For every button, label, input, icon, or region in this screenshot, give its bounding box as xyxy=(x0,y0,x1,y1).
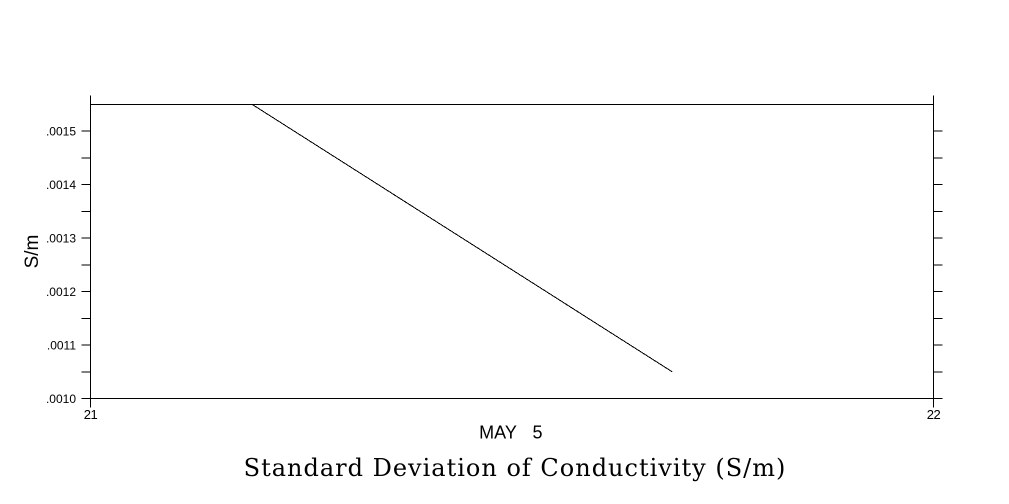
y-tick-label: .0013 xyxy=(46,232,76,246)
y-tick-label: .0014 xyxy=(46,178,76,192)
x-axis-ticks xyxy=(90,95,934,408)
x-tick-labels: 21 22 xyxy=(84,407,941,422)
y-axis-ticks xyxy=(81,130,943,399)
x-axis-label-word: MAY xyxy=(479,423,517,443)
y-tick-label: .0015 xyxy=(46,125,76,139)
plot-frame xyxy=(90,104,934,399)
y-tick-label: .0012 xyxy=(46,285,76,299)
series-line-standard-deviation-of-conductivity xyxy=(252,104,673,373)
x-axis-label-word: 5 xyxy=(532,423,542,443)
x-tick-label: 22 xyxy=(927,407,941,422)
chart-title: Standard Deviation of Conductivity (S/m) xyxy=(244,454,787,482)
y-tick-label: .0011 xyxy=(47,338,76,352)
x-tick-label: 21 xyxy=(84,407,98,422)
y-axis-label: S/m xyxy=(22,235,43,269)
x-axis-label: MAY 5 xyxy=(479,423,542,443)
y-tick-label: .0010 xyxy=(46,392,76,406)
data-series xyxy=(252,104,673,373)
y-tick-labels: .0010 .0011 .0012 .0013 .0014 .0015 xyxy=(46,125,76,406)
